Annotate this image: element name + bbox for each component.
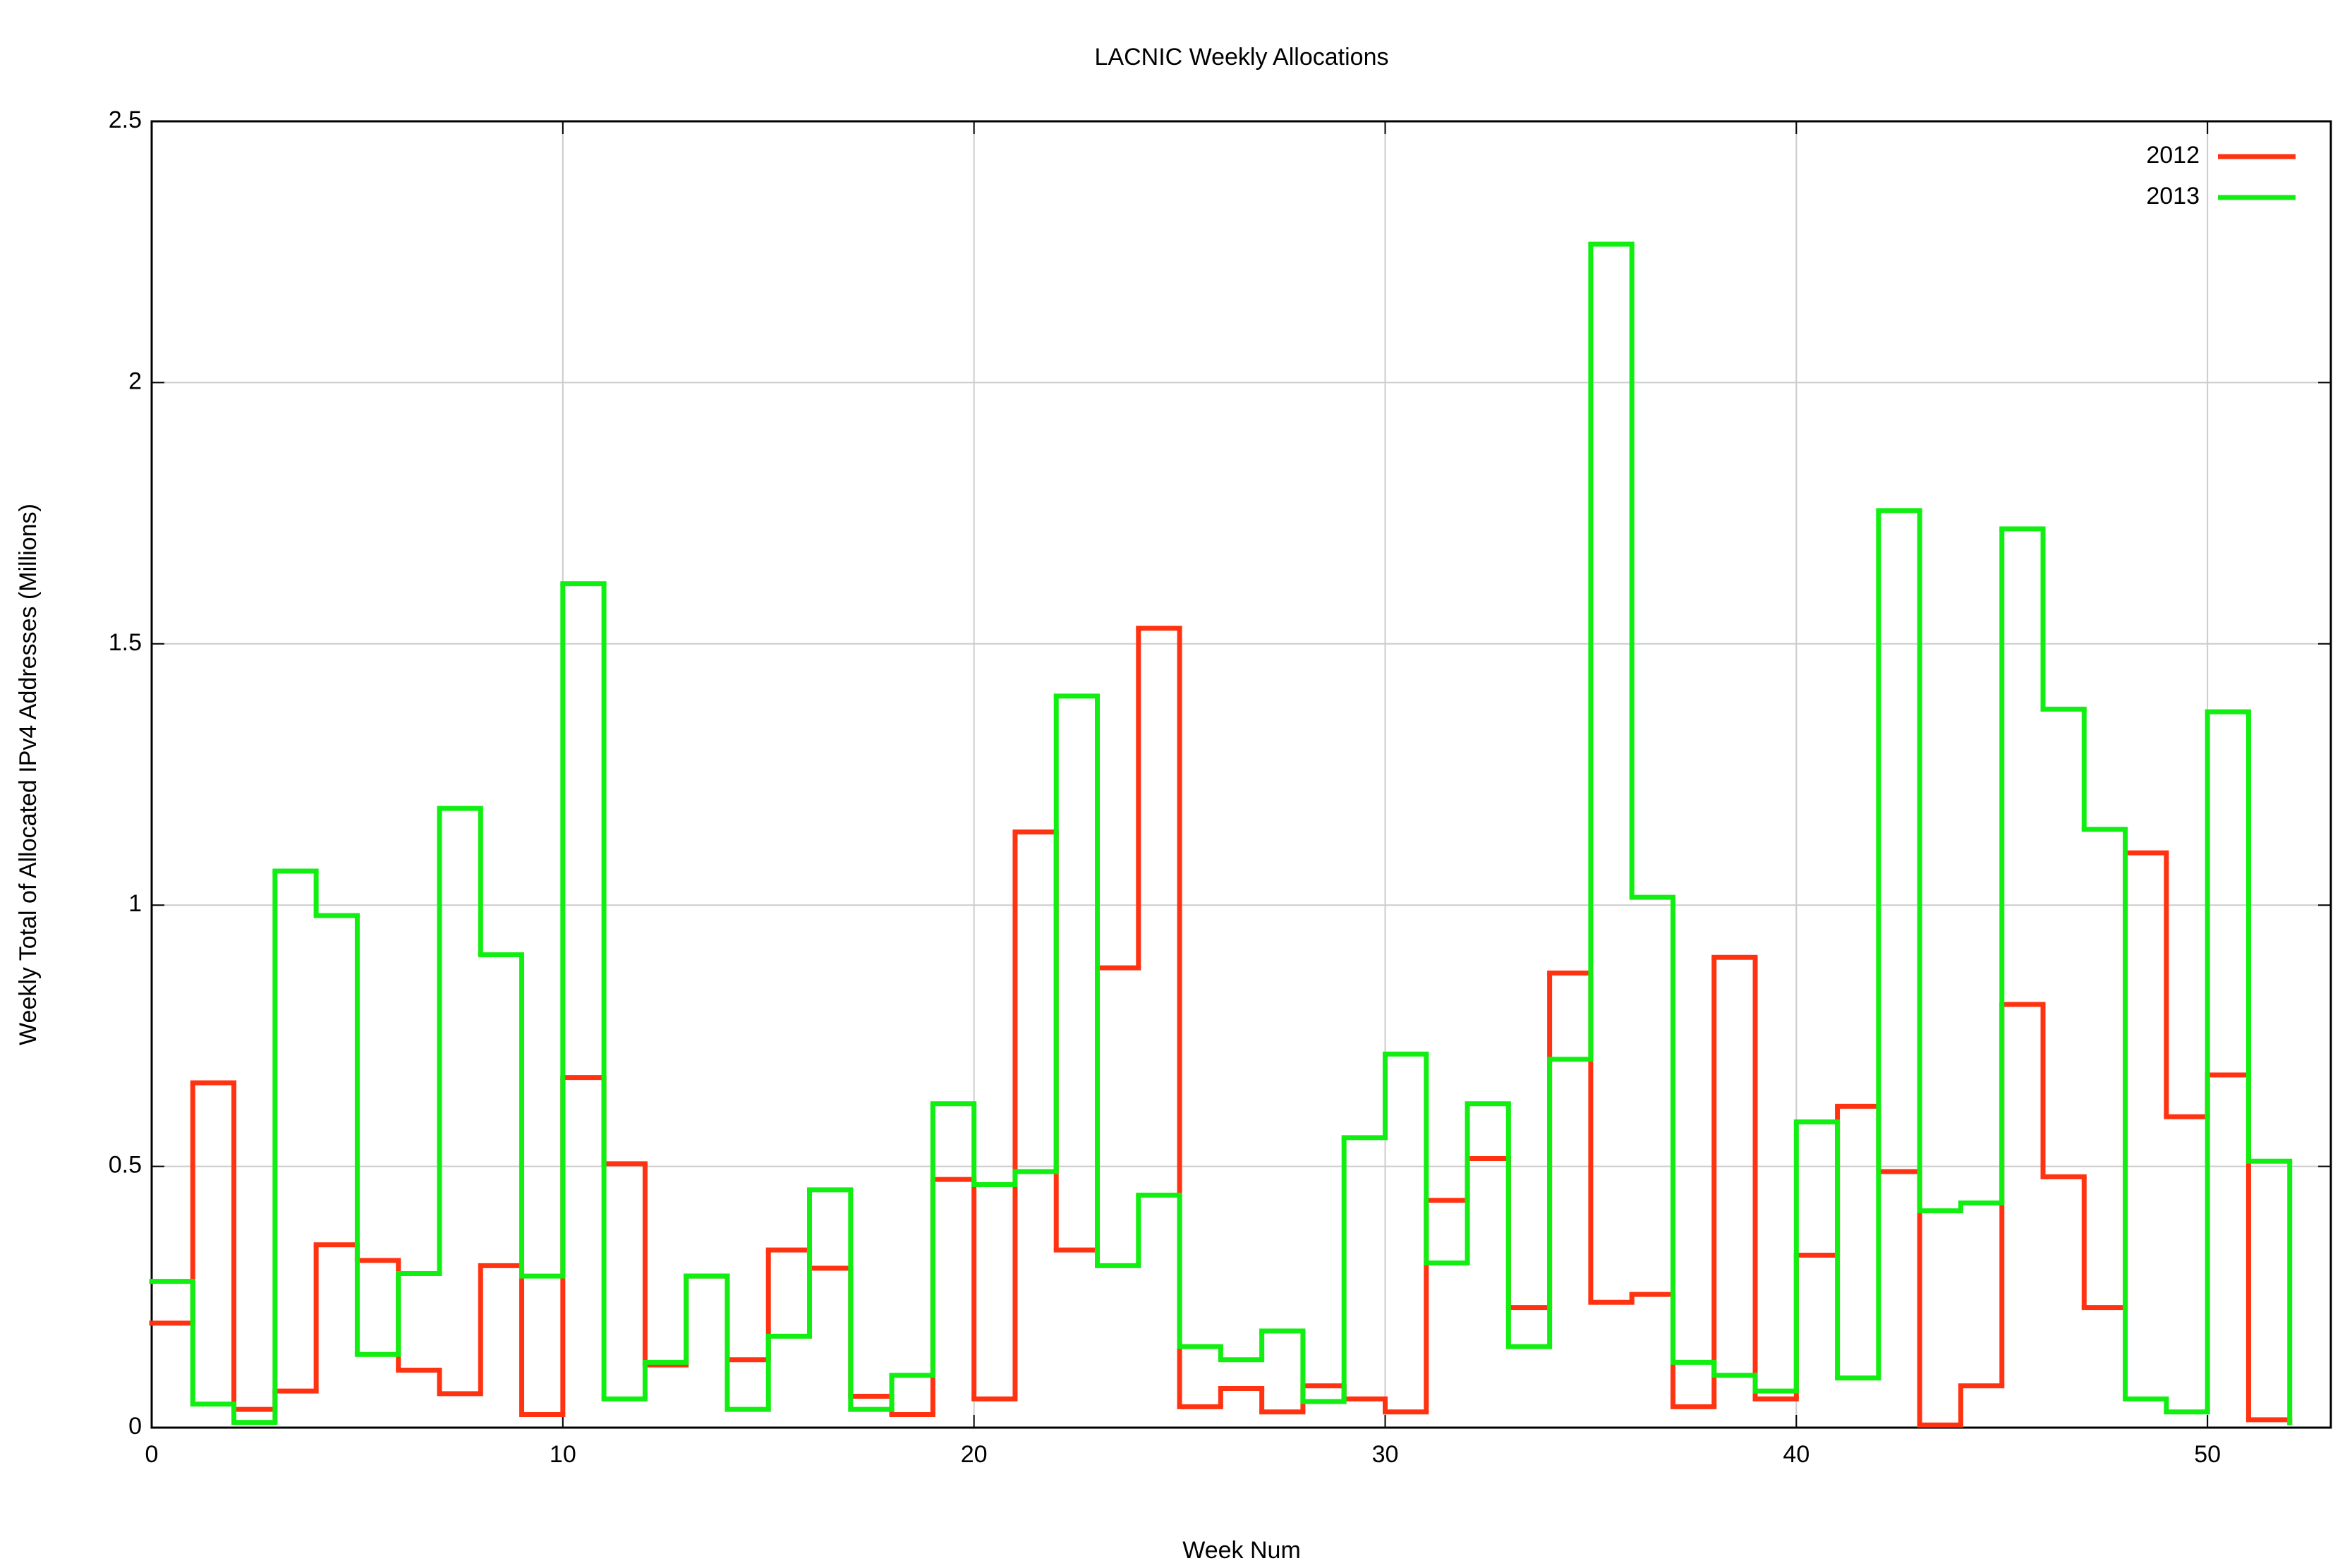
x-axis-label: Week Num — [1182, 1537, 1301, 1564]
x-tick-label: 0 — [145, 1441, 159, 1468]
x-tick-label: 30 — [1372, 1441, 1399, 1468]
chart-title: LACNIC Weekly Allocations — [1095, 44, 1389, 71]
y-tick-label: 2 — [128, 367, 142, 394]
y-tick-label: 0.5 — [109, 1152, 142, 1179]
y-axis-label: Weekly Total of Allocated IPv4 Addresses… — [15, 504, 42, 1045]
y-tick-label: 2.5 — [109, 107, 142, 133]
x-tick-label: 10 — [550, 1441, 576, 1468]
x-tick-label: 40 — [1783, 1441, 1810, 1468]
x-tick-label: 50 — [2194, 1441, 2221, 1468]
plot-border — [150, 120, 2332, 1429]
y-tick-label: 0 — [128, 1413, 142, 1440]
legend-label: 2013 — [2146, 183, 2200, 209]
legend-label: 2012 — [2146, 142, 2200, 169]
x-tick-label: 20 — [961, 1441, 988, 1468]
y-tick-label: 1 — [128, 890, 142, 917]
y-tick-label: 1.5 — [109, 629, 142, 656]
